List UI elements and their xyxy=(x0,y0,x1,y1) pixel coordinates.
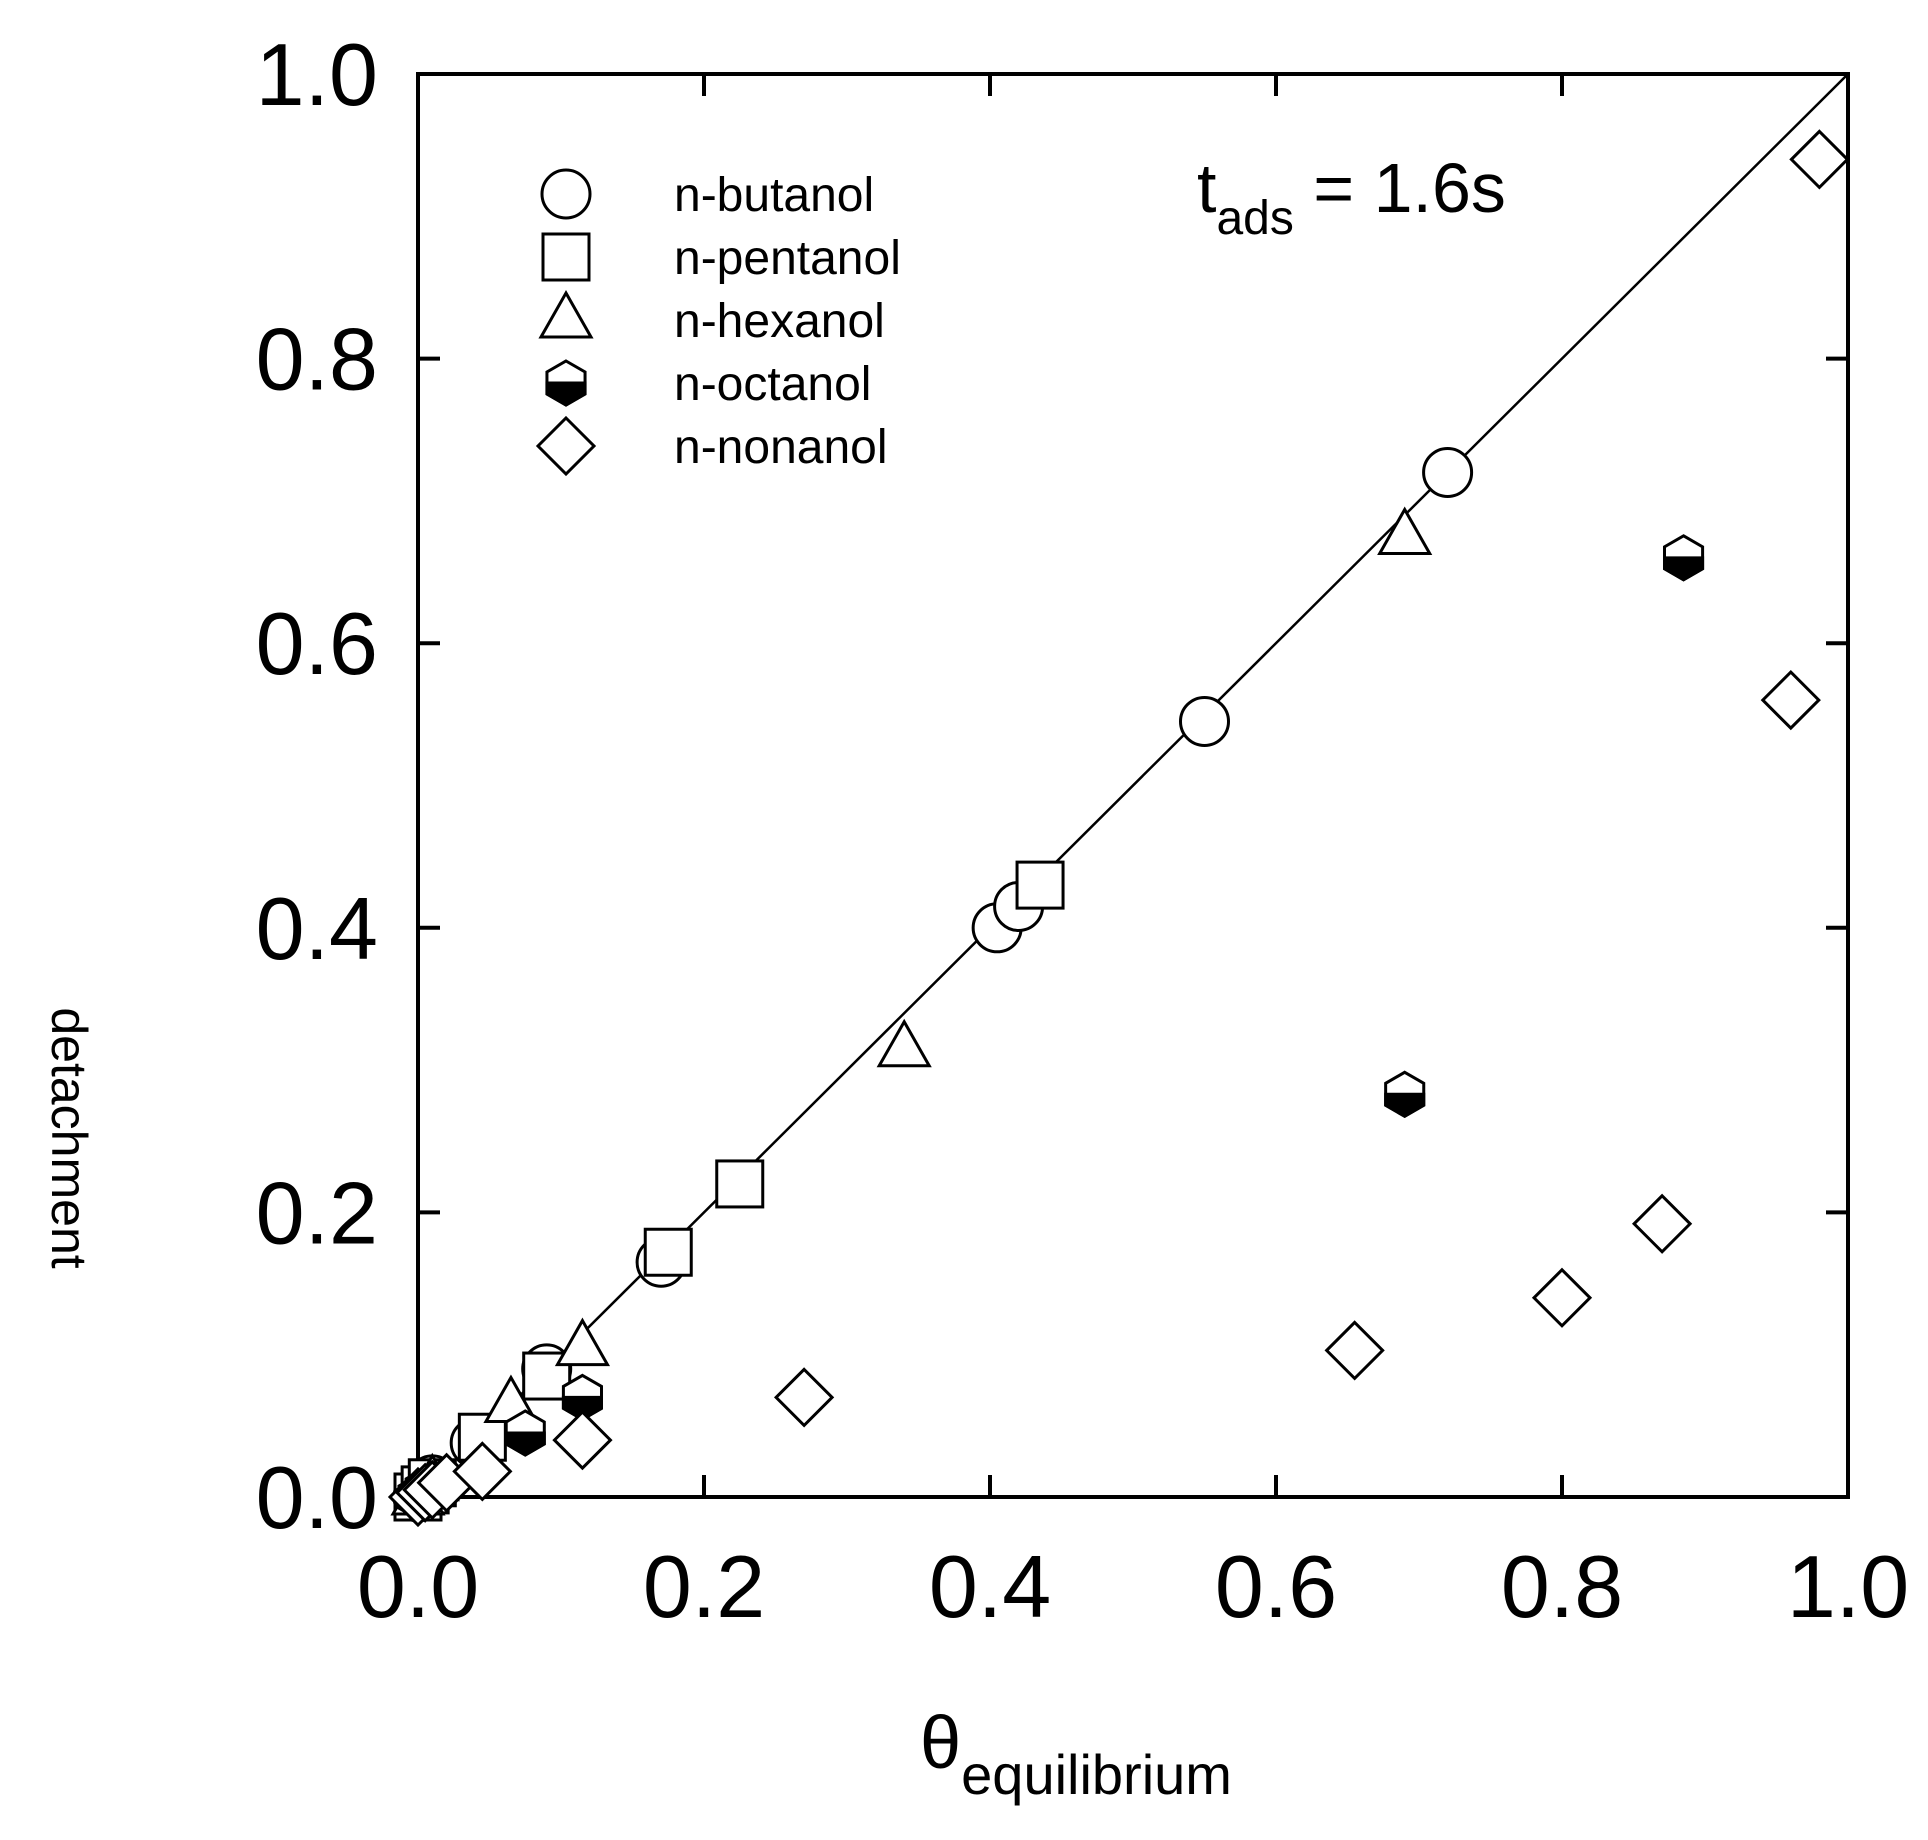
data-point-diamond xyxy=(552,1409,613,1471)
annotation-subscript: ads xyxy=(1216,192,1293,245)
data-point-diamond xyxy=(1760,669,1821,731)
legend-marker-circle xyxy=(540,168,592,220)
y-tick-label: 0.0 xyxy=(256,1448,378,1547)
data-point-circle xyxy=(1422,446,1474,498)
data-point-diamond xyxy=(1531,1267,1593,1328)
legend-label: n-nonanol xyxy=(674,421,888,474)
x-axis-theta: θ xyxy=(920,1701,961,1784)
legend-item: n-nonanol xyxy=(535,415,888,477)
legend-item: n-pentanol xyxy=(541,232,901,285)
y-tick-label: 0.8 xyxy=(256,310,378,409)
legend-label: n-pentanol xyxy=(674,232,901,285)
data-point-triangle xyxy=(554,1317,611,1367)
annotation-main: t xyxy=(1197,149,1216,227)
x-tick-label: 0.2 xyxy=(643,1537,765,1636)
data-point-hexagon-half xyxy=(504,1409,546,1457)
x-axis-subscript: equilibrium xyxy=(961,1743,1232,1806)
data-point-diamond xyxy=(773,1367,835,1428)
x-tick-label: 0.4 xyxy=(929,1537,1051,1636)
y-tick-label: 0.2 xyxy=(256,1163,378,1262)
hexagon-marker-fill xyxy=(504,1431,546,1457)
y-tick-label: 1.0 xyxy=(256,25,378,124)
legend-marker-diamond xyxy=(535,415,597,477)
tick-labels-layer: 0.0 0.2 0.4 0.6 0.8 1.0 0.0 0.2 0.4 0.6 0.8 1.0 xyxy=(256,25,1910,1636)
data-point-diamond xyxy=(452,1441,513,1502)
legend: n-butanol n-pentanol n-hexanol n-octanol n-n… xyxy=(535,168,901,477)
legend-item: n-hexanol xyxy=(538,289,885,348)
x-tick-label: 0.6 xyxy=(1215,1537,1337,1636)
data-point-diamond xyxy=(1631,1193,1693,1254)
hexagon-marker-fill xyxy=(1662,556,1705,582)
x-tick-label: 0.0 xyxy=(357,1537,479,1636)
y-axis-title: detachment xyxy=(41,1007,97,1268)
data-point-hexagon-half xyxy=(561,1373,604,1422)
ticks-layer xyxy=(418,74,1848,1497)
data-point-hexagon-half xyxy=(1384,1070,1426,1119)
data-point-diamond xyxy=(1789,129,1850,190)
legend-marker-triangle xyxy=(538,289,594,339)
hexagon-marker-fill xyxy=(545,381,587,407)
data-point-square xyxy=(1015,860,1065,910)
annotation-rest: = 1.6s xyxy=(1294,149,1506,227)
y-tick-label: 0.6 xyxy=(256,594,378,693)
data-point-circle xyxy=(1179,695,1230,747)
legend-marker-square xyxy=(541,232,591,282)
x-axis-title: θequilibrium xyxy=(920,1701,1232,1806)
data-point-hexagon-half xyxy=(1662,534,1705,582)
x-tick-label: 1.0 xyxy=(1787,1537,1909,1636)
hexagon-marker-fill xyxy=(1384,1092,1426,1119)
legend-marker-hexagon-half xyxy=(545,359,587,407)
plot-frame xyxy=(416,72,1850,1499)
legend-label: n-octanol xyxy=(674,358,871,411)
data-point-triangle xyxy=(876,1018,932,1068)
axes-layer xyxy=(416,72,1850,1499)
y-tick-label: 0.4 xyxy=(256,879,378,978)
points-layer xyxy=(387,129,1850,1528)
data-point-square xyxy=(715,1159,765,1209)
legend-item: n-octanol xyxy=(545,358,871,411)
hexagon-marker-fill xyxy=(561,1395,604,1422)
x-tick-label: 0.8 xyxy=(1501,1537,1623,1636)
series-n-nonanol xyxy=(387,129,1850,1528)
data-point-triangle xyxy=(1377,506,1433,555)
legend-label: n-butanol xyxy=(674,169,874,222)
data-point-diamond xyxy=(1324,1320,1385,1381)
legend-label: n-hexanol xyxy=(674,295,885,348)
time-annotation: tads = 1.6s xyxy=(1197,149,1506,245)
data-point-square xyxy=(643,1227,693,1277)
legend-item: n-butanol xyxy=(540,168,874,222)
